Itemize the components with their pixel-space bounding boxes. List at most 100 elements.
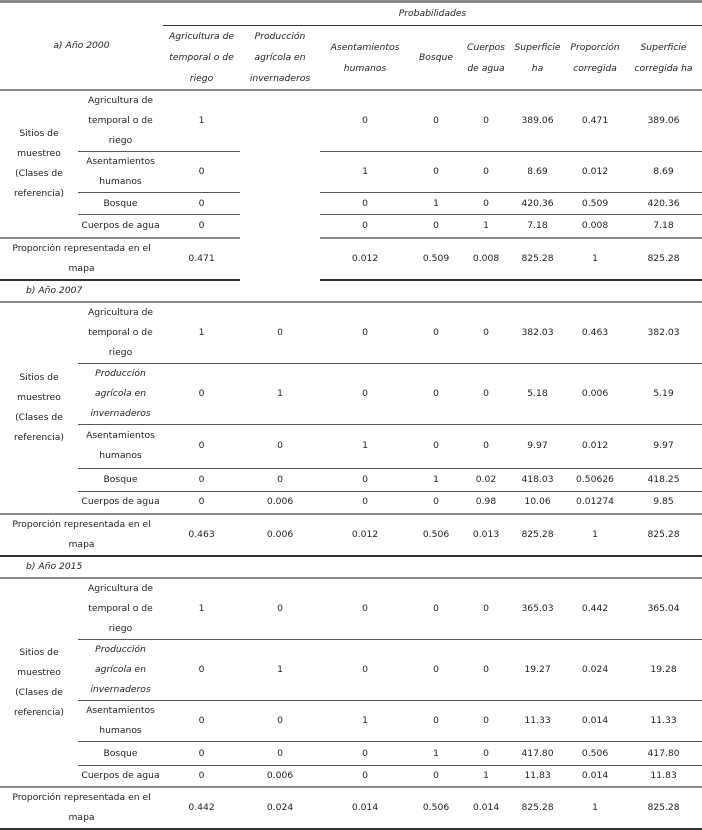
- value-cell: 11.33: [625, 700, 702, 742]
- proportion-value: 0.463: [163, 513, 241, 557]
- value-cell: 1: [163, 301, 241, 364]
- value-cell: 0: [320, 468, 411, 492]
- value-cell: 1: [410, 468, 463, 492]
- section-label-2000: a) Año 2000: [0, 0, 164, 91]
- value-cell: 0: [410, 700, 463, 742]
- value-cell: 417.80: [625, 741, 702, 766]
- reference-class: Agricultura de temporal o de riego: [78, 578, 164, 640]
- column-header: Proporción corregida: [565, 25, 626, 91]
- proportion-value: 825.28: [625, 236, 702, 281]
- table-row: Sitios de muestreo (Clases de referencia…: [0, 578, 702, 718]
- value-cell: 1: [240, 363, 321, 425]
- value-cell: 0: [163, 363, 241, 425]
- reference-class: Agricultura de temporal o de riego: [78, 301, 164, 364]
- value-cell: 0: [320, 741, 411, 766]
- table-row: Cuerpos de agua 0 0 0 1 7.18 0.008 7.18: [0, 215, 702, 238]
- value-cell: 0.014: [565, 700, 626, 742]
- value-cell: 9.97: [625, 424, 702, 469]
- value-cell: 1: [163, 90, 241, 152]
- proportion-value: 0.024: [240, 786, 321, 830]
- table-row: Bosque 0 0 0 1 0.02 418.03 0.50626 418.25: [0, 468, 702, 492]
- value-cell: 7.18: [527, 219, 548, 231]
- value-cell: 0: [163, 192, 241, 215]
- empty-cell: [240, 90, 320, 280]
- value-cell: 0: [320, 578, 411, 640]
- value-cell: 9.97: [510, 424, 566, 469]
- value-cell: 0.014: [581, 770, 609, 781]
- proportion-value: 825.28: [510, 786, 566, 830]
- value-cell: 0.509: [565, 192, 626, 215]
- value-cell: 418.25: [625, 468, 702, 492]
- proportion-value: 0.013: [462, 513, 511, 557]
- proportion-value: 0.012: [320, 236, 411, 281]
- value-cell: 0.50626: [565, 468, 626, 492]
- value-cell: 10.06: [524, 496, 551, 508]
- proportion-value: 1: [565, 786, 626, 830]
- table-row: Asentamientos humanos 0 0 1 0 0 11.33 0.014 11.3…: [0, 700, 702, 742]
- column-header: Asentamientos humanos: [320, 25, 411, 91]
- value-cell: 0: [240, 301, 321, 364]
- value-cell: 0: [462, 363, 511, 425]
- reference-class: Producción agrícola en invernaderos: [78, 363, 164, 425]
- value-cell: 0: [433, 770, 439, 781]
- reference-class: Bosque: [78, 468, 164, 492]
- proportion-value: 0.012: [320, 513, 411, 557]
- value-cell: 1: [320, 151, 411, 193]
- reference-class: Asentamientos humanos: [78, 151, 164, 193]
- value-cell: 0: [462, 639, 511, 701]
- proportion-value: 0.506: [410, 513, 463, 557]
- proportion-value: 1: [565, 236, 626, 281]
- value-cell: 0.006: [266, 770, 294, 781]
- value-cell: 0: [240, 578, 321, 640]
- value-cell: 0.471: [565, 90, 626, 152]
- value-cell: 0: [410, 424, 463, 469]
- table-row: Cuerpos de agua 0 0.006 0 0 1 11.83 0.014 11.83: [0, 766, 702, 788]
- value-cell: 0: [198, 770, 205, 781]
- proportion-value: 0.006: [240, 513, 321, 557]
- value-cell: 0: [362, 770, 368, 781]
- proportion-value: 0.509: [410, 236, 463, 281]
- value-cell: 0: [163, 639, 241, 701]
- value-cell: 0: [462, 90, 511, 152]
- value-cell: 0: [410, 363, 463, 425]
- table-row: Sitios de muestreo (Clases de referencia…: [0, 90, 702, 199]
- section-label: b) Año 2007: [0, 279, 702, 303]
- value-cell: 0.442: [565, 578, 626, 640]
- value-cell: 1: [320, 424, 411, 469]
- value-cell: 1: [410, 741, 463, 766]
- column-header: Bosque: [410, 25, 463, 91]
- proportion-row: Proporción representada en el mapa 0.442 0…: [0, 786, 702, 830]
- value-cell: 0: [320, 301, 411, 364]
- value-cell: 417.80: [510, 741, 566, 766]
- value-cell: 0: [410, 151, 463, 193]
- value-cell: 0: [362, 496, 368, 508]
- column-header: Cuerpos de agua: [462, 25, 511, 91]
- value-cell: 0.463: [565, 301, 626, 364]
- table-row: Asentamientos humanos 0 1 0 0 8.69 0.012 8.69: [0, 151, 702, 193]
- value-cell: 1: [320, 700, 411, 742]
- row-group-label: Sitios de muestreo (Clases de referencia…: [14, 371, 64, 443]
- value-cell: 389.06: [625, 90, 702, 152]
- reference-class: Asentamientos humanos: [78, 424, 164, 469]
- value-cell: 0: [320, 363, 411, 425]
- value-cell: 0: [433, 219, 439, 231]
- value-cell: 418.03: [510, 468, 566, 492]
- value-cell: 0: [462, 578, 511, 640]
- proportion-row: Proporción representada en el mapa 0.471 0…: [0, 236, 702, 281]
- value-cell: 0.006: [565, 363, 626, 425]
- table-row: Producción agrícola en invernaderos 0 1 0 0 0…: [0, 639, 702, 701]
- value-cell: 0.02: [462, 468, 511, 492]
- value-cell: 5.19: [625, 363, 702, 425]
- column-header: Producción agrícola en invernaderos: [240, 25, 321, 91]
- reference-class: Bosque: [78, 741, 164, 766]
- value-cell: 0: [410, 301, 463, 364]
- reference-class: Cuerpos de agua: [81, 496, 160, 508]
- value-cell: 0.006: [266, 496, 294, 508]
- value-cell: 8.69: [510, 151, 566, 193]
- table-row: Producción agrícola en invernaderos 0 1 0 0 0…: [0, 363, 702, 425]
- value-cell: 9.85: [653, 496, 674, 508]
- value-cell: 365.03: [510, 578, 566, 640]
- value-cell: 0: [462, 741, 511, 766]
- proportion-label: Proporción representada en el mapa: [0, 236, 164, 281]
